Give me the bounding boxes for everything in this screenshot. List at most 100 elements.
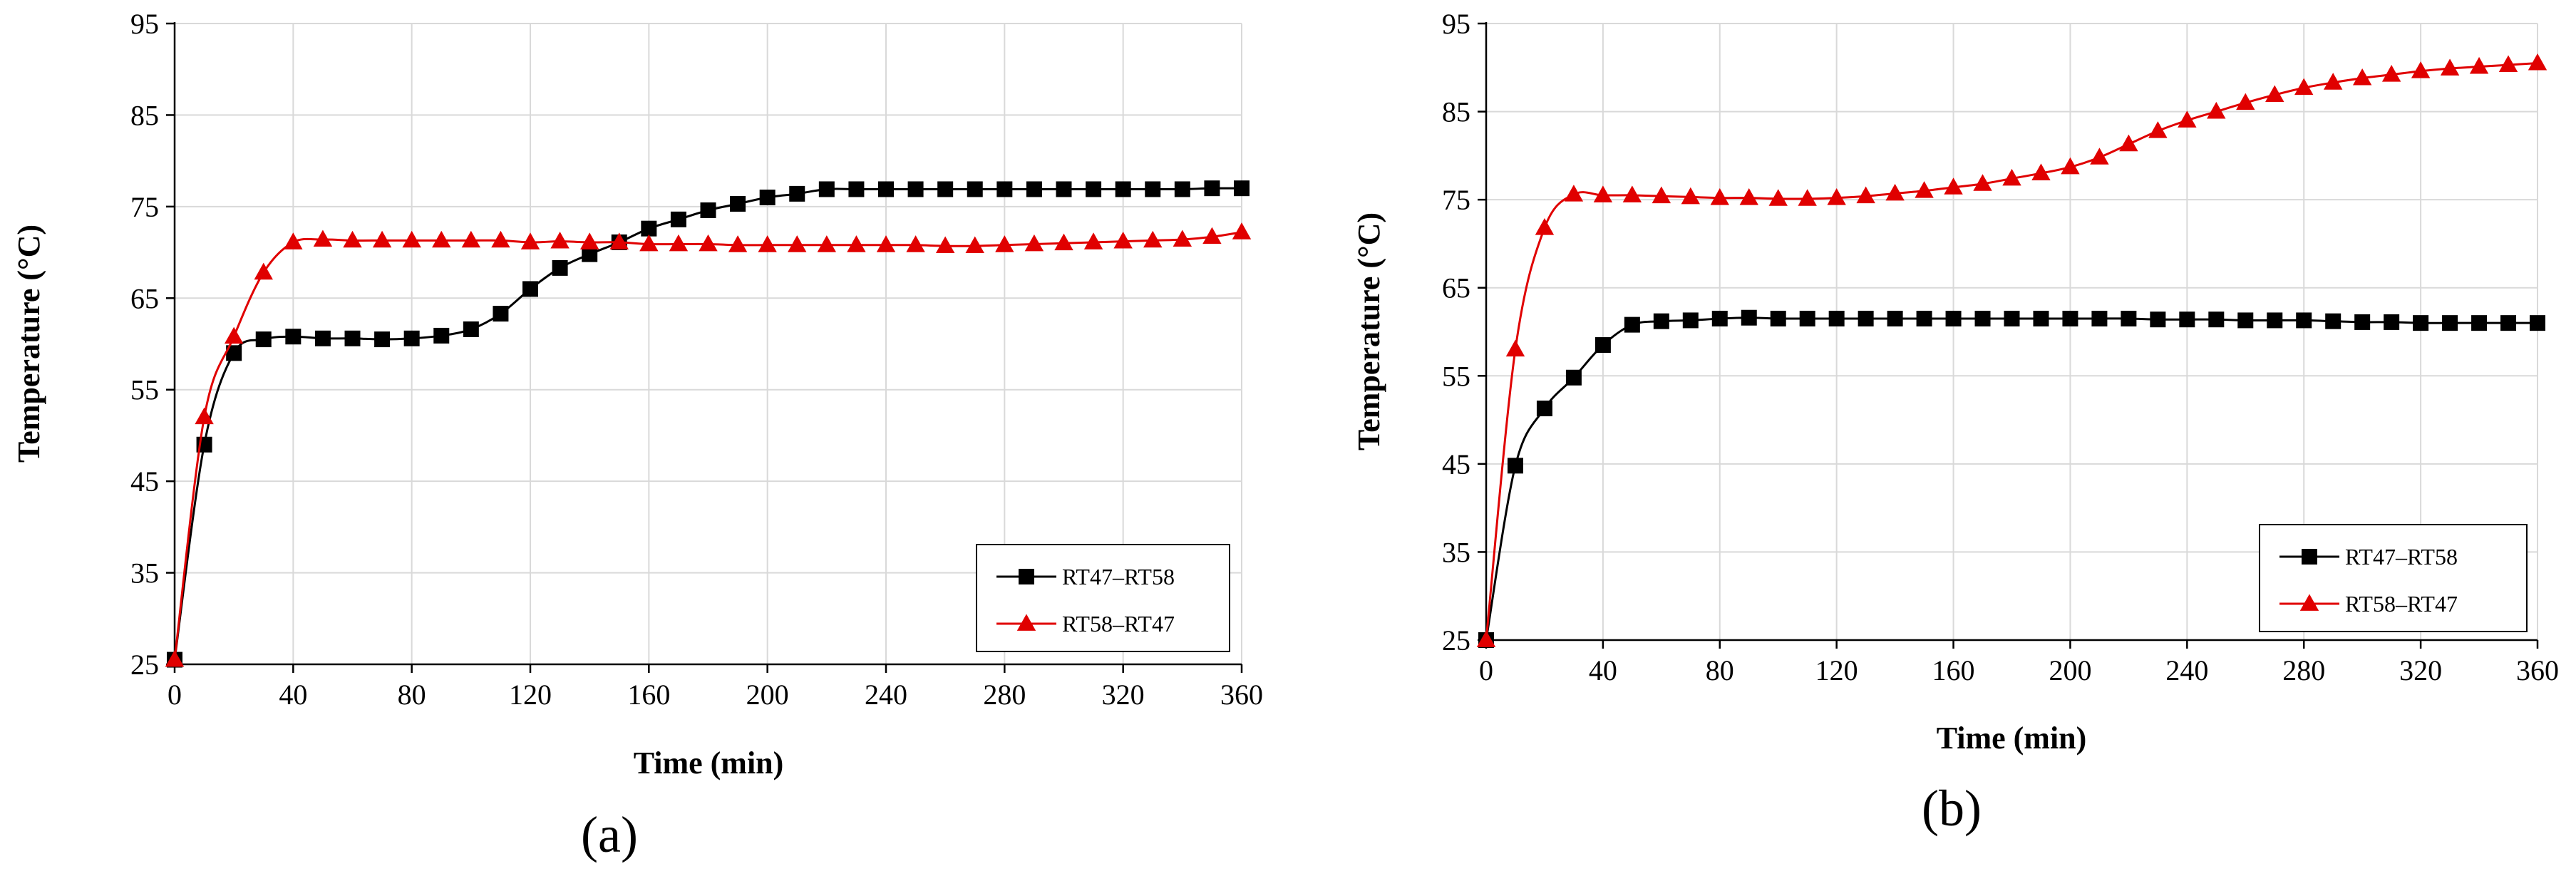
x-tick-label: 80 <box>398 679 426 711</box>
data-point <box>788 235 807 252</box>
data-point <box>1115 181 1131 197</box>
y-tick-label: 45 <box>1442 448 1470 480</box>
data-point <box>2294 78 2314 96</box>
legend-label: RT47–RT58 <box>1062 564 1175 589</box>
data-point <box>1973 174 1992 191</box>
legend-box <box>976 544 1230 652</box>
data-point <box>730 196 746 212</box>
y-tick-label: 85 <box>130 99 159 131</box>
chart-panel-a: 0 40 80 120 160 200 240 280 320 360 25 35 45 55 65 75 85… <box>11 8 1263 863</box>
legend-label: RT47–RT58 <box>2345 544 2458 570</box>
data-point <box>1856 186 1875 204</box>
data-point <box>2121 310 2137 326</box>
data-point <box>1536 401 1552 417</box>
data-point <box>165 649 185 667</box>
data-point <box>1622 185 1642 202</box>
series-rt47-rt58 <box>167 180 1250 668</box>
data-point <box>1945 310 1962 326</box>
data-point <box>579 232 599 249</box>
data-point <box>759 190 776 206</box>
data-point <box>1145 181 1161 197</box>
legend: RT47–RT58 RT58–RT47 <box>976 544 1230 652</box>
y-tick-label: 75 <box>130 191 159 223</box>
data-point <box>2296 312 2312 329</box>
data-point <box>2207 101 2226 119</box>
y-tick-label: 75 <box>1442 184 1470 216</box>
x-tick-label: 120 <box>1815 654 1858 686</box>
data-point <box>1174 181 1190 197</box>
data-point <box>2179 311 2195 328</box>
data-point <box>2471 315 2488 331</box>
data-point <box>1594 337 1611 354</box>
data-point <box>965 236 984 253</box>
data-point <box>1741 309 1757 326</box>
data-point <box>1828 310 1845 326</box>
x-tick-label: 200 <box>746 679 789 711</box>
data-point <box>255 331 272 348</box>
data-point <box>1505 339 1525 357</box>
data-point <box>609 232 629 249</box>
data-point <box>967 181 983 197</box>
data-point <box>907 181 924 197</box>
data-point <box>1535 218 1555 235</box>
data-point <box>520 232 540 249</box>
data-point <box>2440 58 2460 76</box>
series-rt58-rt47 <box>1476 53 2547 647</box>
legend-box <box>2259 524 2528 632</box>
legend-marker-shape <box>2299 594 2319 611</box>
legend: RT47–RT58 RT58–RT47 <box>2259 524 2528 632</box>
chart-panel-b: 0 40 80 120 160 200 240 280 320 360 25 35 45 55 65 75 85… <box>1351 8 2559 837</box>
data-point <box>1024 234 1044 252</box>
tick-labels: 0 40 80 120 160 200 240 280 320 360 25 35 45 55 65 75 85… <box>130 8 1263 711</box>
legend-marker <box>1019 569 1034 584</box>
data-point <box>1593 185 1613 202</box>
data-point <box>758 235 777 252</box>
data-point <box>461 230 481 248</box>
y-tick-label: 35 <box>1442 536 1470 568</box>
data-point <box>2150 311 2166 328</box>
data-point <box>403 330 420 346</box>
data-point <box>344 330 361 346</box>
data-point <box>2090 148 2109 165</box>
x-tick-label: 280 <box>983 679 1026 711</box>
y-tick-label: 65 <box>1442 272 1470 304</box>
data-point <box>2178 110 2197 128</box>
data-point <box>669 234 689 252</box>
data-point <box>2442 315 2458 331</box>
data-point <box>818 181 835 197</box>
data-point <box>699 234 718 252</box>
x-tick-label: 320 <box>2399 654 2442 686</box>
data-point <box>906 235 925 252</box>
data-point <box>2354 314 2371 330</box>
data-point <box>224 326 244 344</box>
data-point <box>1798 189 1817 206</box>
data-point <box>2031 163 2051 180</box>
x-tick-label: 240 <box>865 679 907 711</box>
data-point <box>1564 185 1584 202</box>
data-point <box>2033 310 2049 326</box>
data-point <box>343 230 362 248</box>
data-point <box>1827 188 1846 205</box>
data-point <box>1565 369 1582 386</box>
data-point <box>1885 183 1905 201</box>
y-tick-label: 85 <box>1442 96 1470 128</box>
legend-entry: RT58–RT47 <box>996 611 1175 637</box>
data-point <box>1232 222 1252 239</box>
data-point <box>1739 188 1758 205</box>
data-point <box>1652 186 1671 204</box>
data-point <box>254 262 273 280</box>
y-tick-label: 25 <box>1442 624 1470 656</box>
data-point <box>2062 310 2078 326</box>
data-point <box>1915 181 1934 198</box>
data-point <box>728 235 748 252</box>
data-point <box>1054 233 1073 251</box>
data-point <box>1173 230 1192 247</box>
data-point <box>433 327 450 344</box>
x-tick-label: 40 <box>279 679 307 711</box>
data-point <box>2469 56 2489 74</box>
data-point <box>491 230 510 248</box>
legend-marker-shape <box>2302 549 2317 565</box>
data-point <box>2119 134 2138 152</box>
series-layer <box>1476 53 2547 648</box>
